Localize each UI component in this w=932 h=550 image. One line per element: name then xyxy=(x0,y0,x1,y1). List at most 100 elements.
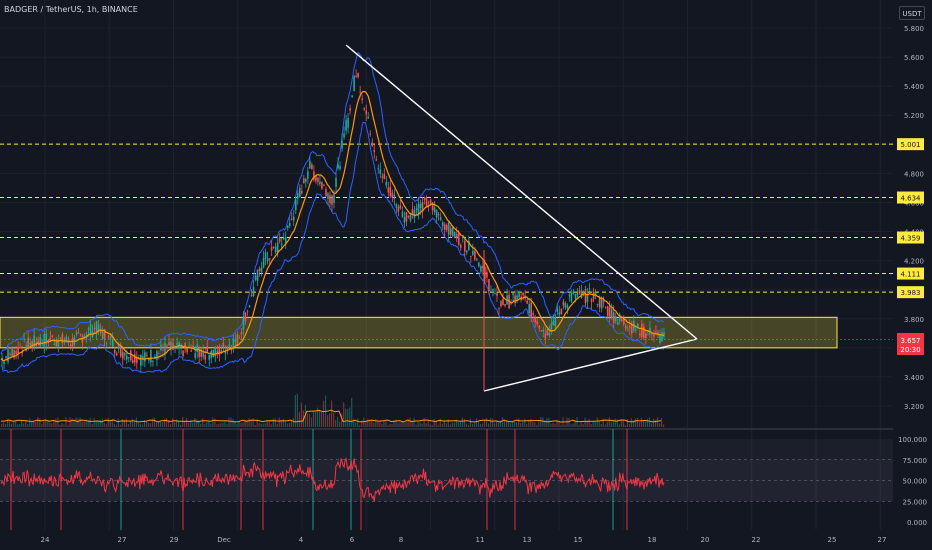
candle-body xyxy=(570,292,573,302)
volume-bar xyxy=(236,423,238,427)
volume-bar xyxy=(174,422,176,427)
volume-bar xyxy=(200,424,202,427)
volume-bar xyxy=(312,410,315,427)
volume-bar xyxy=(580,422,582,427)
candle-body xyxy=(564,303,567,309)
candle-body xyxy=(604,307,607,309)
volume-bar xyxy=(310,417,313,427)
candle-body xyxy=(620,319,623,322)
triangle-pattern xyxy=(0,44,893,392)
candle-body xyxy=(160,344,162,351)
candle-body xyxy=(566,305,569,308)
candle-body xyxy=(608,307,611,317)
candle-body xyxy=(45,334,48,344)
volume-bar xyxy=(598,420,600,427)
volume-bar xyxy=(578,424,580,427)
level-price-label: 5.001 xyxy=(900,141,920,149)
volume-bar xyxy=(590,424,592,427)
candle-body xyxy=(89,324,92,335)
candle-body xyxy=(463,241,466,252)
volume-bar xyxy=(103,422,105,427)
volume-bar xyxy=(447,419,449,427)
volume-bar xyxy=(87,420,89,427)
candle-body xyxy=(79,333,82,335)
candle-body xyxy=(431,202,434,211)
volume-bar xyxy=(57,417,59,427)
volume-bar xyxy=(646,418,649,427)
candle-body xyxy=(478,262,480,267)
volume-bar xyxy=(586,420,588,427)
volume-bar xyxy=(592,421,594,427)
candle-body xyxy=(417,203,420,216)
candle-body xyxy=(451,226,454,237)
volume-bar xyxy=(37,417,39,427)
volume-bar xyxy=(318,409,321,427)
volume-bar xyxy=(274,418,276,427)
candle-body xyxy=(303,178,305,184)
volume-bar xyxy=(622,420,624,427)
volume-bar xyxy=(564,424,566,427)
candle-body xyxy=(290,218,293,220)
candle-body xyxy=(274,246,277,253)
rsi-tick-label: 25.000 xyxy=(903,498,928,506)
volume-bar xyxy=(133,421,136,427)
volume-bar xyxy=(528,420,530,427)
candle-body xyxy=(389,186,392,197)
candle-body xyxy=(230,346,233,350)
candle-body xyxy=(97,324,100,330)
candle-body xyxy=(240,332,243,335)
volume-bar xyxy=(326,415,329,427)
volume-bar xyxy=(81,421,83,427)
candle-body xyxy=(250,295,253,296)
volume-bar xyxy=(582,424,584,427)
time-tick-label: 27 xyxy=(878,536,887,544)
candle-body xyxy=(83,336,86,338)
candle-body xyxy=(294,199,297,211)
volume-bar xyxy=(1,423,3,427)
currency-button[interactable]: USDT xyxy=(899,6,925,20)
volume-bar xyxy=(431,424,433,427)
volume-bar xyxy=(39,418,41,427)
volume-bar xyxy=(333,412,335,427)
volume-bar xyxy=(644,421,647,427)
volume-bar xyxy=(335,420,337,427)
price-tick-label: 5.400 xyxy=(904,83,924,91)
volume-bar xyxy=(524,418,526,427)
volume-bar xyxy=(63,424,65,427)
volume-bar xyxy=(502,417,504,427)
volume-bar xyxy=(453,422,455,427)
candle-body xyxy=(93,327,96,330)
candle-body xyxy=(397,206,400,212)
candle-body xyxy=(361,98,363,100)
volume-bar xyxy=(172,418,174,427)
volume-bar xyxy=(363,417,365,427)
volume-bar xyxy=(483,420,486,427)
volume-bar xyxy=(594,422,596,427)
volume-bar xyxy=(306,413,309,427)
volume-bar xyxy=(650,423,653,427)
rsi-tick-label: 100.000 xyxy=(898,436,927,444)
candle-body xyxy=(512,292,514,296)
volume-bar xyxy=(660,417,663,427)
candle-body xyxy=(516,295,518,301)
volume-bar xyxy=(264,423,266,427)
volume-bar xyxy=(383,420,385,427)
volume-bar xyxy=(260,423,262,427)
volume-bar xyxy=(178,420,180,427)
volume-bar xyxy=(157,421,160,427)
candle-body xyxy=(69,345,72,346)
time-tick-label: 13 xyxy=(523,536,532,544)
volume-bar xyxy=(218,423,220,427)
volume-bar xyxy=(83,421,85,427)
volume-bar xyxy=(634,418,637,427)
volume-bar xyxy=(252,418,254,427)
candle-body xyxy=(383,174,386,180)
candle-body xyxy=(387,187,390,193)
candle-body xyxy=(305,178,307,182)
volume-bar xyxy=(415,424,417,427)
last-price-badge xyxy=(897,333,924,355)
candle-body xyxy=(526,300,528,304)
volume-bar xyxy=(47,421,49,427)
volume-bar xyxy=(554,423,556,427)
